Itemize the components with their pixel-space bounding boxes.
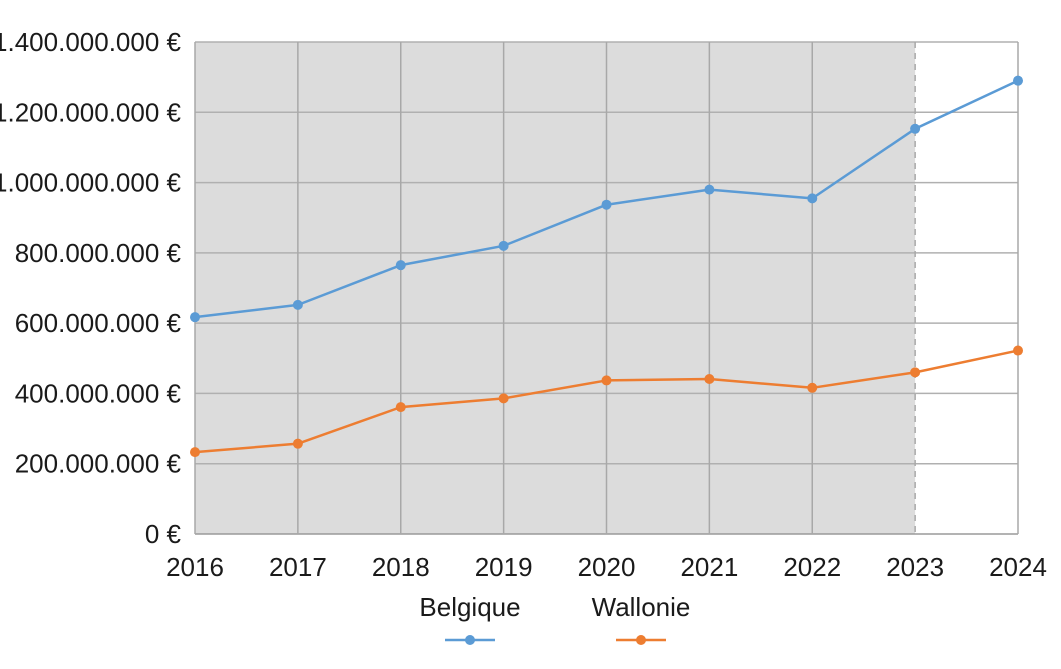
y-tick-label: 600.000.000 € bbox=[15, 308, 182, 338]
data-point-belgique bbox=[498, 240, 509, 251]
data-point-belgique bbox=[292, 299, 303, 310]
data-point-wallonie bbox=[807, 382, 818, 393]
x-tick-label: 2017 bbox=[269, 552, 327, 582]
x-axis-tick-labels: 2016 2017 2018 2019 2020 2021 2022 2023 2024 bbox=[166, 552, 1047, 582]
y-tick-label: 1.400.000.000 € bbox=[0, 27, 182, 57]
legend-marker-belgique bbox=[465, 635, 475, 645]
data-point-wallonie bbox=[292, 438, 303, 449]
y-tick-label: 800.000.000 € bbox=[15, 238, 182, 268]
data-point-wallonie bbox=[498, 393, 509, 404]
x-tick-label: 2022 bbox=[783, 552, 841, 582]
data-point-belgique bbox=[601, 199, 612, 210]
x-tick-label: 2024 bbox=[989, 552, 1047, 582]
y-tick-label: 0 € bbox=[145, 519, 182, 549]
data-point-belgique bbox=[704, 184, 715, 195]
x-tick-label: 2019 bbox=[475, 552, 533, 582]
data-point-belgique bbox=[910, 123, 921, 134]
data-point-wallonie bbox=[910, 367, 921, 378]
legend-label-wallonie: Wallonie bbox=[592, 592, 691, 622]
x-tick-label: 2018 bbox=[372, 552, 430, 582]
x-tick-label: 2020 bbox=[578, 552, 636, 582]
legend: Belgique Wallonie bbox=[419, 592, 690, 645]
x-tick-label: 2023 bbox=[886, 552, 944, 582]
series-layer bbox=[190, 75, 1023, 458]
data-point-belgique bbox=[1013, 75, 1023, 86]
shaded-period-background bbox=[195, 42, 916, 534]
data-point-wallonie bbox=[1013, 345, 1023, 356]
data-point-wallonie bbox=[395, 402, 406, 413]
y-tick-label: 200.000.000 € bbox=[15, 449, 182, 479]
data-point-belgique bbox=[807, 193, 818, 204]
data-point-belgique bbox=[395, 260, 406, 271]
data-point-wallonie bbox=[190, 447, 200, 458]
data-point-belgique bbox=[190, 312, 200, 323]
vertical-gridlines bbox=[194, 42, 1019, 534]
data-point-wallonie bbox=[704, 374, 715, 385]
legend-label-belgique: Belgique bbox=[419, 592, 520, 622]
y-axis-tick-labels: 0 € 200.000.000 € 400.000.000 € 600.000.000… bbox=[0, 27, 182, 549]
legend-marker-wallonie bbox=[636, 635, 646, 645]
series-wallonie bbox=[190, 345, 1023, 458]
series-belgique bbox=[190, 75, 1023, 323]
y-tick-label: 1.200.000.000 € bbox=[0, 97, 182, 127]
data-point-wallonie bbox=[601, 375, 612, 386]
y-tick-label: 400.000.000 € bbox=[15, 378, 182, 408]
y-tick-label: 1.000.000.000 € bbox=[0, 168, 182, 198]
x-tick-label: 2021 bbox=[680, 552, 738, 582]
x-tick-label: 2016 bbox=[166, 552, 224, 582]
